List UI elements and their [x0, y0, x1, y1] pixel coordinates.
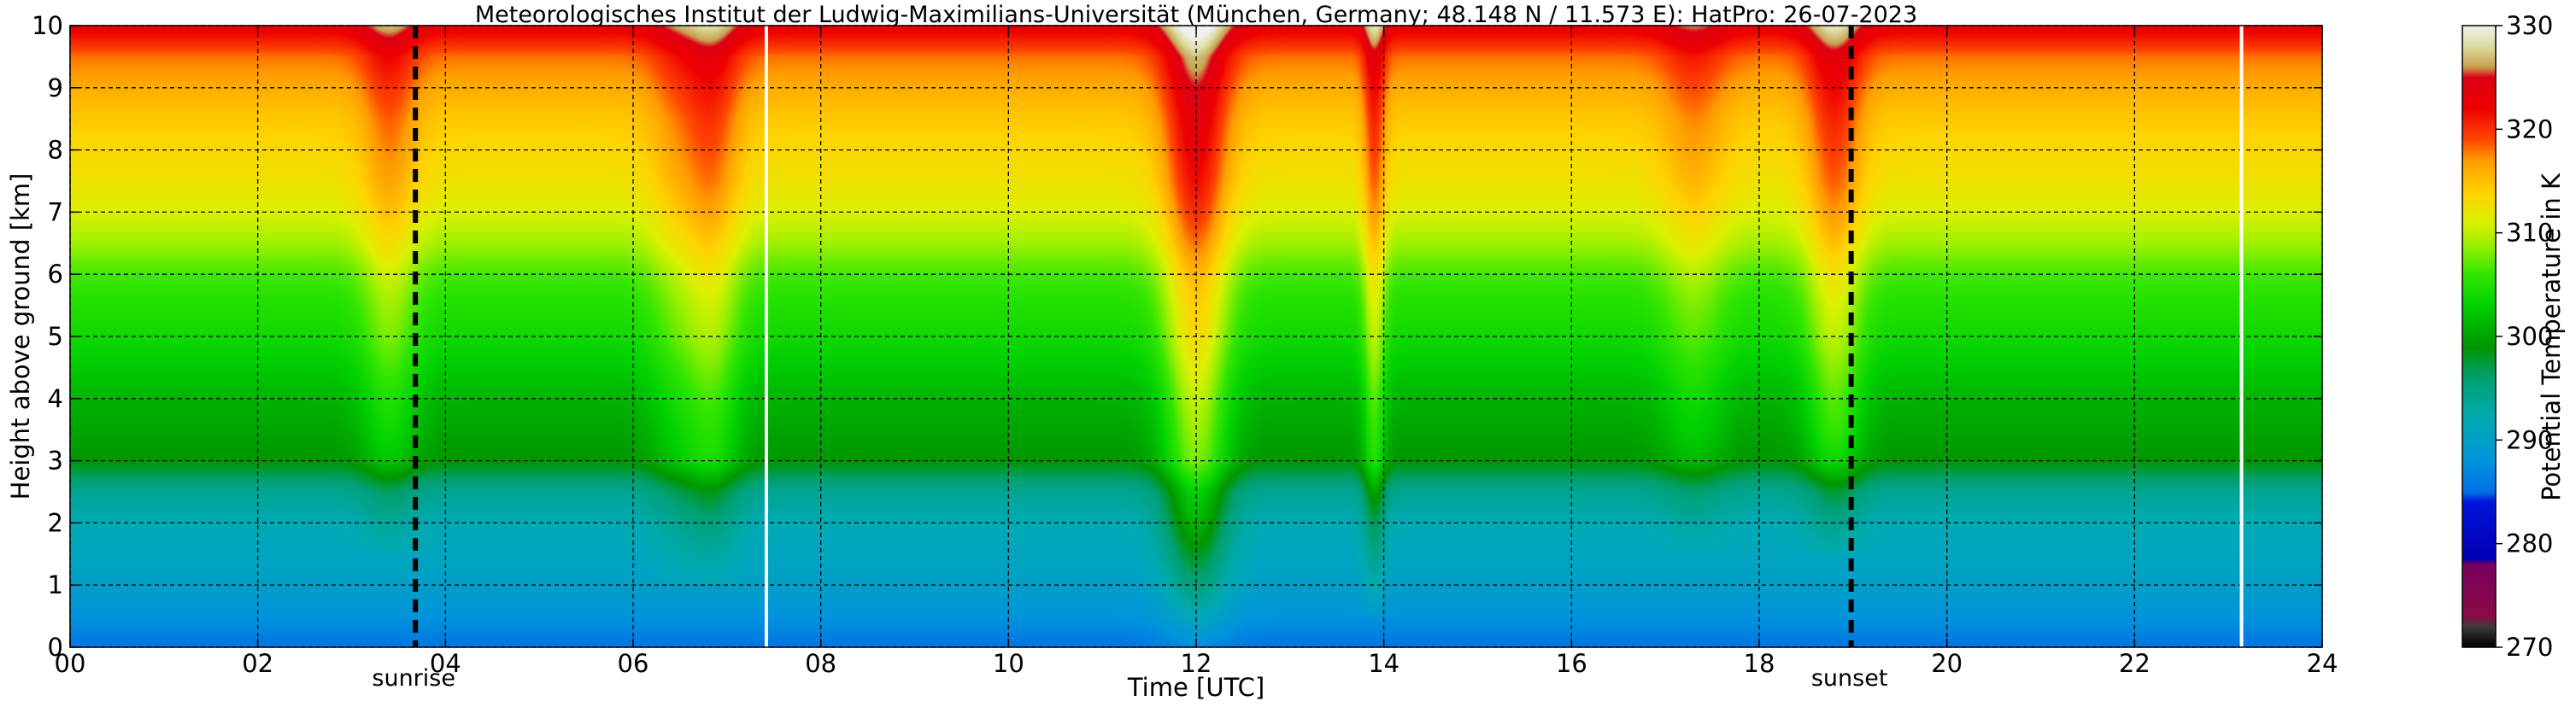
y-tick-label: 3: [48, 447, 63, 476]
x-tick-label: 02: [242, 649, 273, 678]
x-tick-label: 18: [1744, 649, 1775, 678]
x-axis-ticks: 00 02 04 06 08 10 12 14 16 18 20 22 24: [55, 26, 2338, 678]
y-axis-label: Height above ground [km]: [6, 173, 35, 500]
y-tick-label: 9: [48, 73, 63, 102]
y-tick-label: 0: [48, 633, 63, 662]
x-tick-label: 06: [618, 649, 649, 678]
gap-layer: [764, 26, 2244, 647]
x-tick-label: 04: [430, 649, 461, 678]
y-axis-ticks: 0 1 2 3 4 5 6 7 8 9 10: [32, 11, 2322, 662]
x-tick-label: 10: [993, 649, 1024, 678]
colorbar-image: [2462, 26, 2496, 647]
colorbar: 270 280 290 300 310 320 330: [2462, 11, 2553, 662]
colorbar-tick-label: 270: [2506, 633, 2553, 662]
x-tick-label: 00: [55, 649, 86, 678]
y-tick-label: 2: [48, 508, 63, 537]
x-tick-label: 22: [2119, 649, 2151, 678]
x-axis-label: Time [UTC]: [1127, 673, 1265, 702]
colorbar-tick-label: 280: [2506, 529, 2553, 558]
x-tick-label: 12: [1181, 649, 1212, 678]
y-tick-label: 8: [48, 136, 63, 165]
colorbar-tick-label: 330: [2506, 11, 2553, 40]
colorbar-tick-label: 290: [2506, 425, 2553, 454]
x-tick-label: 14: [1368, 649, 1399, 678]
colorbar-label: Potential Temperature in K: [2537, 172, 2566, 501]
colorbar-tick-label: 310: [2506, 219, 2553, 248]
event-label-sunset: sunset: [1811, 665, 1888, 692]
x-tick-label: 20: [1931, 649, 1963, 678]
x-tick-label: 16: [1556, 649, 1587, 678]
colorbar-tick-label: 320: [2506, 114, 2553, 143]
colorbar-tick-label: 300: [2506, 322, 2553, 351]
event-layer: sunrise sunset: [372, 26, 1887, 692]
y-tick-label: 1: [48, 570, 63, 599]
data-gap: [764, 26, 768, 647]
y-tick-label: 4: [48, 384, 63, 413]
event-label-sunrise: sunrise: [372, 665, 455, 692]
y-tick-label: 5: [48, 322, 63, 351]
x-tick-label: 08: [805, 649, 836, 678]
data-gap: [2239, 26, 2244, 647]
y-tick-label: 10: [32, 11, 63, 40]
y-tick-label: 7: [48, 197, 63, 226]
x-tick-label: 24: [2307, 649, 2338, 678]
y-tick-label: 6: [48, 260, 63, 289]
chart-title: Meteorologisches Institut der Ludwig-Max…: [475, 2, 1917, 28]
